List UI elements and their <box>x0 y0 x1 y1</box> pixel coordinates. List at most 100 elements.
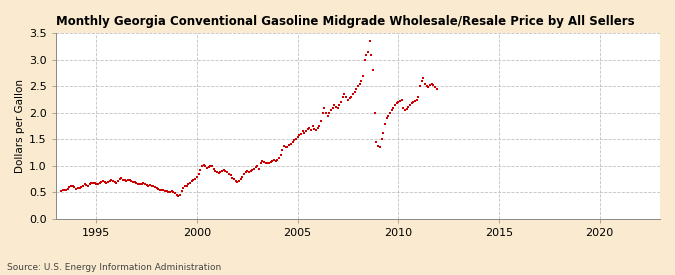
Point <box>296 132 306 136</box>
Point <box>302 126 313 131</box>
Point <box>124 178 135 182</box>
Point <box>185 181 196 185</box>
Point <box>200 164 211 168</box>
Point <box>161 189 172 194</box>
Point <box>151 186 162 190</box>
Point <box>130 180 140 185</box>
Point <box>404 103 415 107</box>
Point <box>176 189 187 194</box>
Point <box>332 105 343 110</box>
Point <box>218 168 229 172</box>
Point <box>105 178 115 183</box>
Point <box>300 129 311 134</box>
Point <box>240 170 251 175</box>
Point <box>244 170 254 175</box>
Point <box>323 113 333 118</box>
Point <box>148 184 159 188</box>
Point <box>255 161 266 166</box>
Point <box>392 101 402 106</box>
Point <box>394 99 405 103</box>
Point <box>68 184 78 188</box>
Point <box>254 166 265 171</box>
Point <box>383 113 394 118</box>
Point <box>235 177 246 182</box>
Point <box>121 178 132 183</box>
Point <box>376 137 387 142</box>
Point <box>393 100 404 104</box>
Point <box>107 179 118 183</box>
Point <box>338 95 348 99</box>
Point <box>158 188 169 192</box>
Point <box>334 103 345 107</box>
Point <box>173 193 184 198</box>
Point <box>292 134 303 139</box>
Point <box>163 190 173 194</box>
Point <box>242 169 252 174</box>
Point <box>95 181 105 185</box>
Point <box>207 164 217 168</box>
Point <box>354 81 365 86</box>
Point <box>279 144 290 148</box>
Point <box>248 166 259 171</box>
Point <box>138 181 148 186</box>
Point <box>373 144 383 148</box>
Point <box>205 164 216 168</box>
Point <box>252 164 263 168</box>
Point <box>114 177 125 182</box>
Point <box>111 181 122 185</box>
Point <box>352 84 363 89</box>
Point <box>79 182 90 187</box>
Point <box>178 186 189 190</box>
Point <box>314 124 325 128</box>
Point <box>339 92 350 97</box>
Point <box>290 137 301 142</box>
Point <box>326 108 337 112</box>
Point <box>82 183 93 188</box>
Point <box>180 184 190 188</box>
Point <box>329 103 340 107</box>
Point <box>64 185 75 189</box>
Point <box>430 85 441 90</box>
Point <box>379 121 390 126</box>
Point <box>269 157 279 162</box>
Point <box>113 178 124 183</box>
Point <box>92 182 103 186</box>
Point <box>411 97 422 102</box>
Point <box>193 172 204 176</box>
Point <box>71 186 82 191</box>
Point <box>146 183 157 188</box>
Point <box>183 182 194 187</box>
Point <box>356 79 367 83</box>
Point <box>375 145 385 150</box>
Point <box>87 181 98 185</box>
Point <box>57 188 68 192</box>
Point <box>126 178 137 183</box>
Point <box>284 142 294 147</box>
Point <box>141 183 152 187</box>
Point <box>281 145 292 150</box>
Point <box>190 177 200 181</box>
Point <box>384 111 395 115</box>
Point <box>234 178 244 183</box>
Point <box>420 81 431 86</box>
Point <box>428 83 439 87</box>
Y-axis label: Dollars per Gallon: Dollars per Gallon <box>15 79 25 173</box>
Point <box>192 174 202 179</box>
Point <box>168 190 179 195</box>
Point <box>368 68 379 73</box>
Point <box>81 183 92 187</box>
Point <box>238 172 249 176</box>
Point <box>74 185 85 190</box>
Point <box>425 83 435 87</box>
Point <box>261 161 271 166</box>
Point <box>403 104 414 109</box>
Point <box>282 145 293 150</box>
Point <box>414 84 425 89</box>
Point <box>316 119 327 123</box>
Point <box>61 188 72 192</box>
Point <box>273 156 284 160</box>
Point <box>431 87 442 91</box>
Point <box>313 126 323 130</box>
Point <box>398 105 408 110</box>
Point <box>169 191 180 195</box>
